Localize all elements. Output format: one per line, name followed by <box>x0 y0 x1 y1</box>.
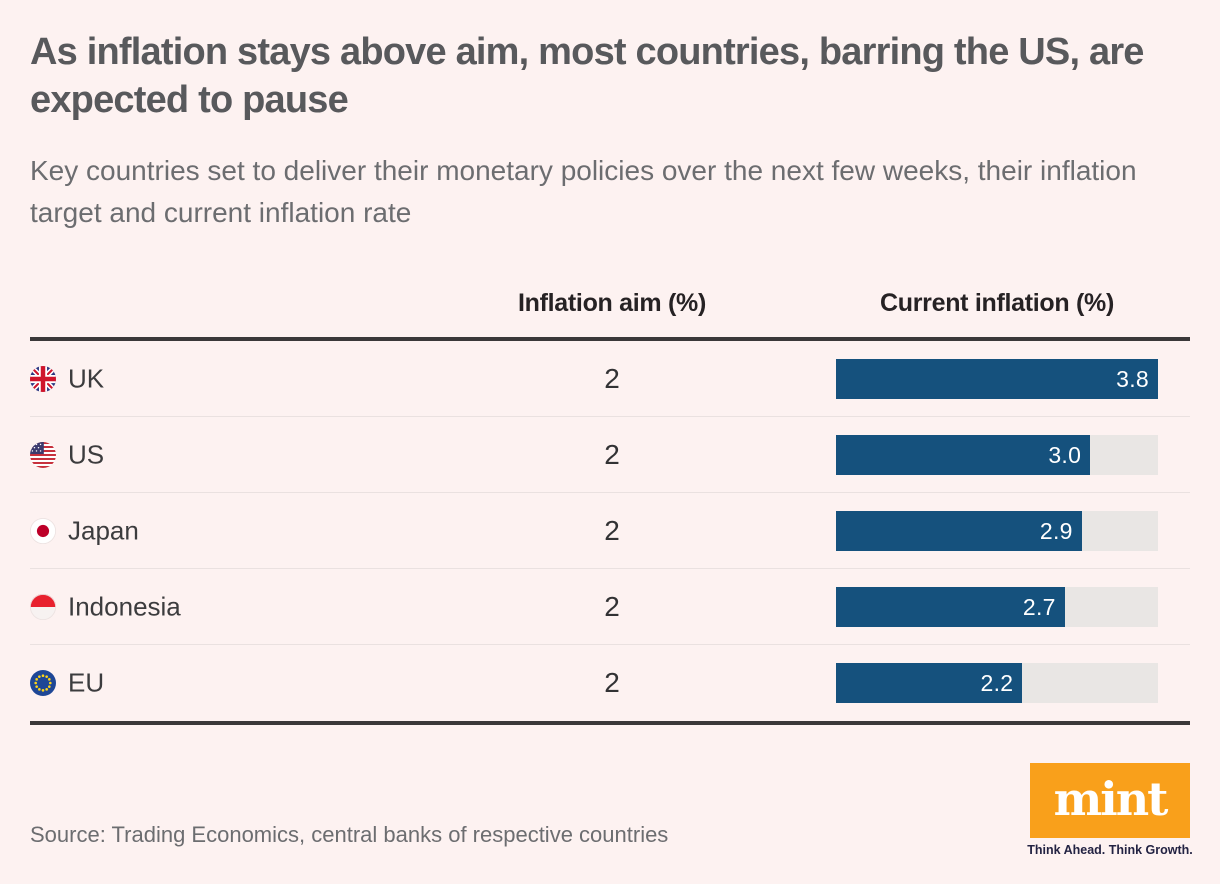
inflation-aim-value: 2 <box>604 362 620 394</box>
country-label: US <box>68 439 105 469</box>
country-label: UK <box>68 363 105 393</box>
bar-value-label: 2.7 <box>1022 593 1056 620</box>
table-top-rule <box>30 337 1190 341</box>
current-inflation-bar: 2.9 <box>836 511 1082 551</box>
bar-value-label: 3.0 <box>1048 441 1082 468</box>
country-label: Indonesia <box>68 591 181 621</box>
page-subtitle: Key countries set to deliver their monet… <box>30 155 1137 228</box>
source-note: Source: Trading Economics, central banks… <box>30 822 669 847</box>
table-header-row: Inflation aim (%) Current inflation (%) <box>30 285 1190 337</box>
country-label: Japan <box>68 515 139 545</box>
table-row: UK 2 3.8 <box>30 341 1190 417</box>
inflation-aim-value: 2 <box>604 590 620 622</box>
table-row: Japan 2 2.9 <box>30 493 1190 569</box>
inflation-table: Inflation aim (%) Current inflation (%) … <box>30 285 1190 725</box>
inflation-aim-value: 2 <box>604 514 620 546</box>
bar-track: 2.7 <box>836 587 1158 627</box>
us-flag-icon <box>30 442 56 468</box>
bar-value-label: 2.2 <box>980 669 1014 696</box>
mint-tagline: Think Ahead. Think Growth. <box>1027 843 1193 857</box>
inflation-aim-value: 2 <box>604 667 620 698</box>
table-row: Indonesia 2 2.7 <box>30 569 1190 645</box>
bar-value-label: 3.8 <box>1116 365 1149 392</box>
mint-logo-text: mint <box>1053 771 1169 826</box>
bar-track: 3.0 <box>836 435 1158 475</box>
country-label: EU <box>68 667 105 698</box>
current-inflation-bar: 2.2 <box>836 663 1023 703</box>
table-row: EU 2 2.2 <box>30 645 1190 721</box>
table-body: UK 2 3.8 US 2 3.0 Japan 2 2.9 Indonesia <box>30 341 1190 721</box>
page-title: As inflation stays above aim, most count… <box>30 31 1144 121</box>
bar-track: 2.2 <box>836 663 1158 703</box>
mint-logo: mint <box>1030 763 1190 838</box>
eu-flag-icon <box>30 670 56 696</box>
uk-flag-icon <box>30 366 56 392</box>
bar-track: 3.8 <box>836 359 1158 399</box>
current-inflation-bar: 3.8 <box>836 359 1158 399</box>
inflation-aim-value: 2 <box>604 438 620 470</box>
current-inflation-bar: 3.0 <box>836 435 1091 475</box>
current-inflation-bar: 2.7 <box>836 587 1065 627</box>
japan-flag-icon <box>30 518 56 544</box>
column-header-current-inflation: Current inflation (%) <box>880 289 1114 317</box>
column-header-inflation-aim: Inflation aim (%) <box>518 289 706 317</box>
table-row: US 2 3.0 <box>30 417 1190 493</box>
bar-value-label: 2.9 <box>1039 517 1073 544</box>
table-bottom-rule <box>30 721 1190 725</box>
indonesia-flag-icon <box>30 594 56 620</box>
bar-track: 2.9 <box>836 511 1158 551</box>
